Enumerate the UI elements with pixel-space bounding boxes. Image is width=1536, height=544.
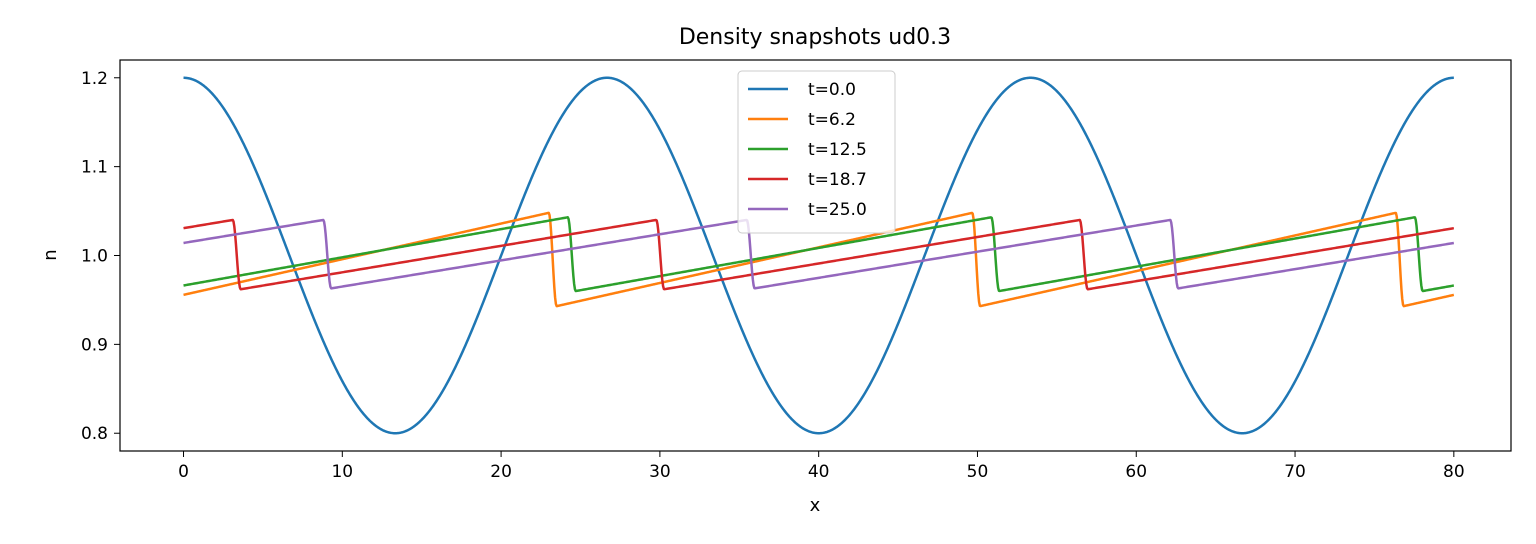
series-line-0: [183, 76, 1455, 435]
chart-title: Density snapshots ud0.3: [679, 25, 951, 50]
x-tick-label: 30: [649, 462, 671, 482]
series-line-4: [183, 218, 1455, 290]
x-tick-label: 50: [967, 462, 989, 482]
x-axis-label: x: [810, 495, 821, 516]
legend-label: t=0.0: [808, 80, 856, 100]
series-line-2: [183, 216, 1455, 293]
series-layer: [183, 76, 1455, 435]
y-tick-label: 1.0: [81, 247, 108, 267]
legend-label: t=18.7: [808, 170, 867, 190]
y-tick-label: 1.1: [81, 158, 108, 178]
y-tick-label: 0.9: [81, 335, 108, 355]
legend-box: [737, 70, 896, 234]
x-tick-label: 80: [1443, 462, 1465, 482]
x-ticks: 0 10 20 30 40 50 60 70 80: [178, 451, 1465, 482]
legend-label: t=25.0: [808, 200, 867, 220]
series-line-3: [183, 218, 1455, 291]
x-tick-label: 70: [1284, 462, 1306, 482]
x-tick-label: 60: [1125, 462, 1147, 482]
x-tick-label: 0: [178, 462, 189, 482]
y-tick-label: 1.2: [81, 69, 108, 89]
x-tick-label: 20: [490, 462, 512, 482]
legend-label: t=6.2: [808, 110, 856, 130]
x-tick-label: 10: [331, 462, 353, 482]
legend: t=0.0 t=6.2 t=12.5 t=18.7 t=25.0: [737, 70, 896, 234]
y-ticks: 0.8 0.9 1.0 1.1 1.2: [81, 69, 120, 444]
x-tick-label: 40: [808, 462, 830, 482]
y-tick-label: 0.8: [81, 424, 108, 444]
y-axis-label: n: [40, 249, 61, 260]
legend-label: t=12.5: [808, 140, 867, 160]
